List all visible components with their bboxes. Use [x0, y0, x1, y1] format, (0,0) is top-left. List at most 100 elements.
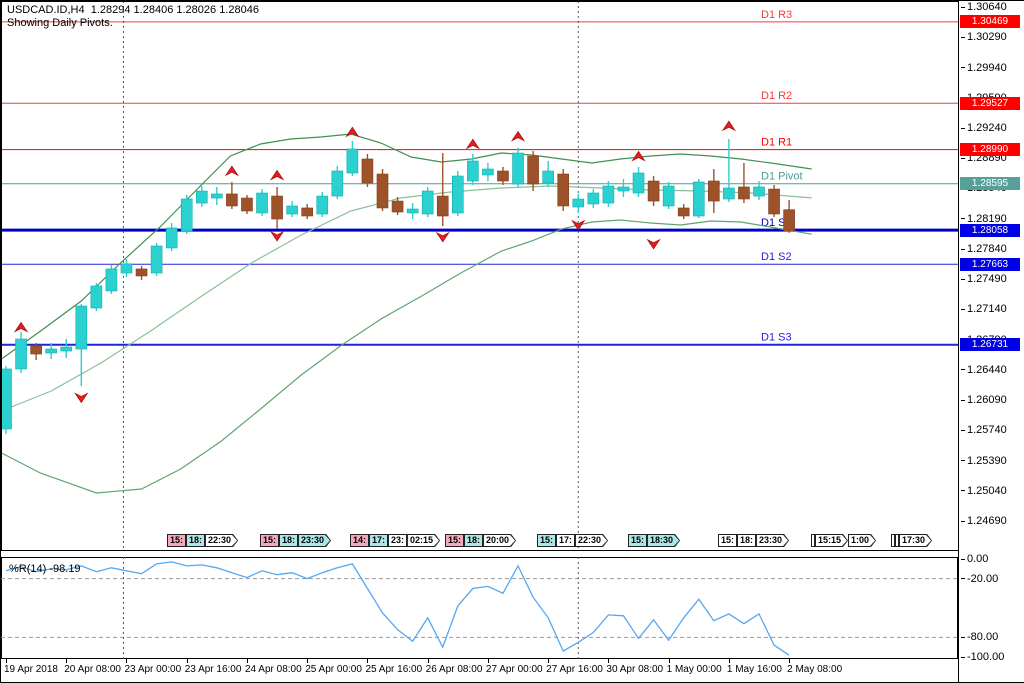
fractal-up-arrow-icon	[345, 126, 360, 138]
session-box-segment: 15:15	[815, 534, 848, 547]
fractal-up-arrow-icon	[465, 138, 481, 150]
time-axis-tick	[487, 659, 489, 663]
session-box-time-label: 15:15	[816, 535, 847, 546]
candle-bull	[467, 160, 479, 182]
pivot-price-badge: 1.26731	[960, 338, 1020, 352]
session-time-box[interactable]: 15: 18: 23:30	[260, 534, 331, 547]
pivot-price-badge: 1.29527	[960, 96, 1020, 110]
session-time-box[interactable]: 15:15 1:00	[811, 534, 876, 547]
session-box-time-label: 18:30	[648, 535, 679, 546]
candle-bull	[180, 198, 193, 232]
session-box-segment: 17:30	[899, 534, 932, 547]
wpr-line	[5, 561, 790, 656]
session-box-segment: 23:30	[298, 534, 331, 547]
session-box-segment: 18:	[186, 534, 206, 547]
wpr-canvas[interactable]	[1, 557, 958, 659]
price-axis-label: 1.30290	[961, 31, 1007, 43]
session-time-box[interactable]: 15: 18:30	[628, 534, 680, 547]
time-axis[interactable]: 19 Apr 2018 20 Apr 08:00 23 Apr 00:00 23 Ap…	[1, 659, 958, 682]
price-axis[interactable]: 1.306401.302901.299401.295901.292401.288…	[958, 1, 1024, 682]
session-box-segment: 17:	[556, 534, 576, 547]
candle-bull	[75, 305, 88, 350]
candle-bear	[376, 173, 389, 209]
time-axis-label: 19 Apr 2018	[4, 664, 58, 675]
fractal-up-arrow-icon	[13, 321, 29, 333]
session-box-segment: 23:	[388, 534, 408, 547]
candle-bear	[361, 158, 374, 184]
wpr-name: %R(14)	[9, 563, 47, 575]
price-axis-label: 1.26090	[961, 394, 1007, 406]
candle-bull	[406, 208, 419, 214]
session-box-segment: 18:	[737, 534, 757, 547]
session-time-box[interactable]: 17:30	[891, 534, 932, 547]
session-box-segment: 15:	[537, 534, 557, 547]
candle-bear	[768, 188, 780, 215]
time-axis-tick	[608, 659, 610, 663]
pivot-line-label: D1 S3	[761, 332, 792, 344]
time-axis-tick	[668, 659, 670, 663]
session-box-segment: 15:	[628, 534, 648, 547]
time-axis-tick	[246, 659, 248, 663]
session-box-segment: 15:	[445, 534, 465, 547]
session-time-boxes-row: 15: 18: 22:30 15: 18: 23:30 14: 17: 23: 02:15 15: 1…	[1, 534, 958, 548]
price-axis-label: 1.29240	[961, 122, 1007, 134]
session-box-time-label: 17:30	[900, 535, 931, 546]
session-box-segment: 23:30	[756, 534, 789, 547]
symbol-ohlc-label: USDCAD.ID,H4 1.28294 1.28406 1.28026 1.2…	[7, 4, 259, 16]
time-axis-label: 20 Apr 08:00	[64, 664, 121, 675]
session-box-time-label: 23:30	[757, 535, 788, 546]
candle-bear	[271, 195, 283, 220]
time-axis-tick	[6, 659, 7, 663]
price-axis-label: 1.30640	[961, 1, 1007, 13]
candle-bull	[602, 185, 615, 204]
time-axis-label: 27 Apr 16:00	[546, 664, 603, 675]
session-time-box[interactable]: 15: 18: 22:30	[167, 534, 238, 547]
bollinger-upper-line	[1, 133, 812, 360]
fractal-up-arrow-icon	[224, 165, 240, 177]
pivot-line-label: D1 R3	[761, 9, 792, 21]
price-axis-label: 1.25040	[961, 485, 1007, 497]
price-axis-label: 1.25740	[961, 424, 1007, 436]
fractal-down-arrow-icon	[571, 219, 586, 231]
candle-bull	[150, 245, 163, 274]
wpr-axis-label: -80.00	[961, 631, 998, 643]
candle-bear	[241, 197, 253, 212]
pivot-price-badge: 1.28595	[960, 177, 1020, 191]
fractal-down-arrow-icon	[435, 231, 450, 243]
session-box-segment: 22:30	[205, 534, 238, 547]
session-time-box[interactable]: 15: 17: 22:30	[537, 534, 608, 547]
pivot-price-badge: 1.30469	[960, 15, 1020, 29]
wpr-axis-label: 0.00	[961, 553, 988, 565]
wpr-indicator-panel[interactable]	[1, 557, 958, 659]
fractal-up-arrow-icon	[510, 130, 526, 142]
candle-bull	[482, 168, 494, 176]
candle-bear	[391, 200, 404, 213]
fractal-up-arrow-icon	[631, 150, 646, 162]
fractal-down-arrow-icon	[74, 392, 89, 404]
session-box-segment: 1:00	[848, 534, 876, 547]
time-axis-label: 23 Apr 16:00	[184, 664, 242, 675]
session-time-box[interactable]: 15: 18: 23:30	[718, 534, 789, 547]
wpr-axis-label: -20.00	[961, 573, 998, 585]
session-time-box[interactable]: 14: 17: 23: 02:15	[350, 534, 440, 547]
price-axis-label: 1.28190	[961, 213, 1007, 225]
pivot-line-label: D1 R1	[761, 137, 792, 149]
candle-bull	[451, 175, 464, 214]
price-axis-label: 1.27140	[961, 303, 1007, 315]
session-box-segment: 22:30	[575, 534, 608, 547]
candle-bull	[195, 190, 208, 204]
time-axis-label: 23 Apr 00:00	[124, 664, 182, 675]
wpr-value: -98.19	[49, 563, 81, 575]
candle-bull	[60, 346, 73, 352]
candle-bull	[512, 152, 524, 185]
candle-bear	[135, 268, 148, 277]
session-box-segment: 17:	[369, 534, 389, 547]
candle-bull	[723, 187, 735, 200]
candle-bull	[45, 348, 57, 354]
session-box-time-label: 02:15	[408, 535, 439, 546]
time-axis-tick	[186, 659, 188, 663]
time-axis-tick	[126, 659, 128, 663]
main-chart[interactable]: D1 R3 D1 R2 D1 R1 D1 Pivot D1 S1 D1 S2 D1 S3 U…	[1, 1, 958, 551]
session-time-box[interactable]: 15: 18: 20:00	[445, 534, 516, 547]
